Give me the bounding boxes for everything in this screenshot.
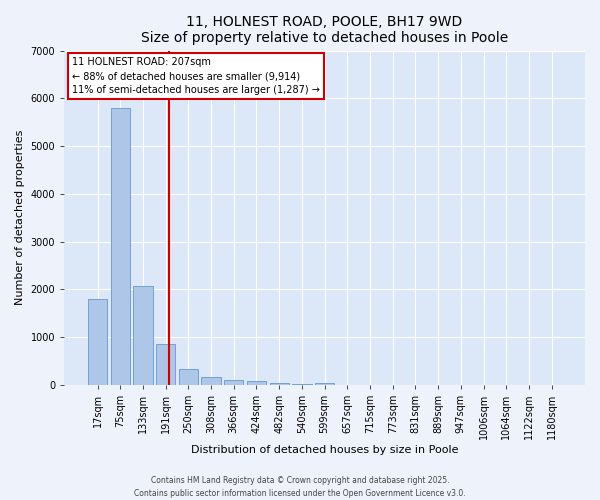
Bar: [292, 384, 311, 385]
Text: 11 HOLNEST ROAD: 207sqm
← 88% of detached houses are smaller (9,914)
11% of semi: 11 HOLNEST ROAD: 207sqm ← 88% of detache…: [72, 57, 320, 95]
Bar: [133, 286, 152, 385]
Bar: [202, 376, 221, 385]
Bar: [247, 381, 266, 385]
Bar: [269, 382, 289, 385]
Y-axis label: Number of detached properties: Number of detached properties: [15, 130, 25, 306]
Bar: [224, 380, 244, 385]
Bar: [88, 299, 107, 385]
Bar: [156, 344, 175, 385]
Text: Contains HM Land Registry data © Crown copyright and database right 2025.
Contai: Contains HM Land Registry data © Crown c…: [134, 476, 466, 498]
X-axis label: Distribution of detached houses by size in Poole: Distribution of detached houses by size …: [191, 445, 458, 455]
Title: 11, HOLNEST ROAD, POOLE, BH17 9WD
Size of property relative to detached houses i: 11, HOLNEST ROAD, POOLE, BH17 9WD Size o…: [141, 15, 508, 45]
Bar: [110, 108, 130, 385]
Bar: [315, 382, 334, 385]
Bar: [179, 369, 198, 385]
